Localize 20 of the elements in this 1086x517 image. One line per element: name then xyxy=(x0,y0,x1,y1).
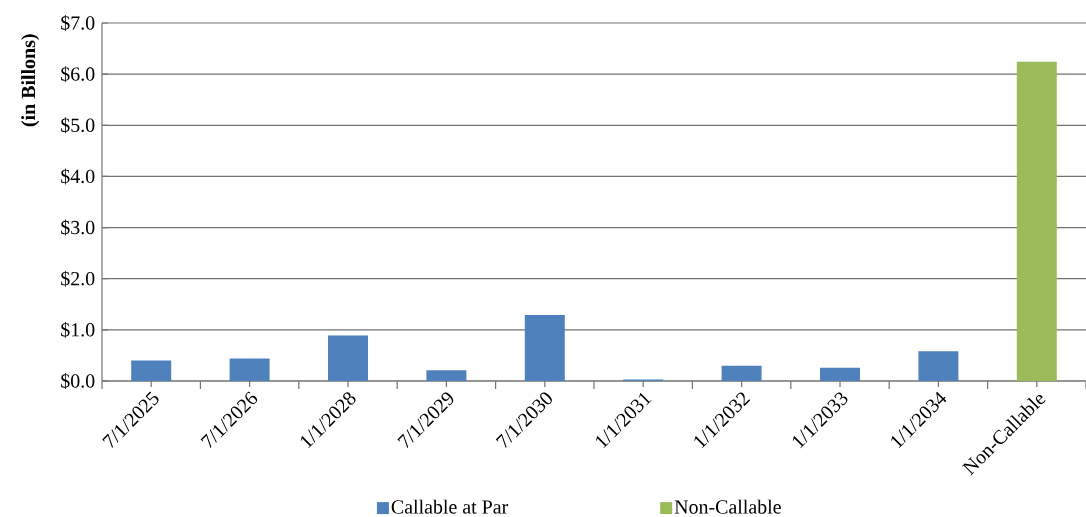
bar xyxy=(524,315,565,381)
y-tick-label: $4.0 xyxy=(61,168,95,185)
bar xyxy=(131,360,172,381)
bar xyxy=(918,351,959,381)
y-tick-label: $1.0 xyxy=(61,321,95,338)
bar xyxy=(721,365,762,381)
bar xyxy=(229,358,270,381)
y-tick-label: $5.0 xyxy=(61,117,95,134)
y-tick-label: $0.0 xyxy=(61,373,95,389)
legend-label: Non-Callable xyxy=(674,499,781,514)
bar xyxy=(328,335,368,381)
y-tick-label: $3.0 xyxy=(61,219,95,236)
y-tick-label: $2.0 xyxy=(61,270,95,287)
y-axis-title: (in Billons) xyxy=(21,34,40,127)
bar xyxy=(1016,61,1057,381)
y-tick-label: $7.0 xyxy=(61,15,95,31)
legend-label: Callable at Par xyxy=(391,499,509,514)
bar xyxy=(820,367,861,381)
bar xyxy=(426,370,467,381)
y-tick-label: $6.0 xyxy=(61,66,95,83)
